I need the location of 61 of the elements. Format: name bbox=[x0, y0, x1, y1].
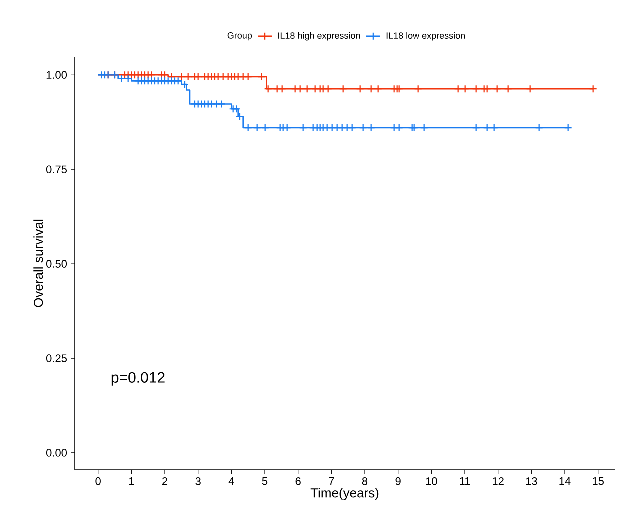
point bbox=[232, 105, 241, 114]
x-tick-label: 13 bbox=[526, 478, 538, 486]
point bbox=[374, 85, 382, 94]
point bbox=[296, 85, 304, 94]
point bbox=[218, 100, 226, 108]
x-tick-label: 7 bbox=[329, 478, 334, 486]
x-tick-label: 3 bbox=[196, 478, 201, 486]
y-axis-title: Overall survival bbox=[34, 220, 44, 308]
x-tick-label: 14 bbox=[560, 478, 571, 486]
x-tick-label: 4 bbox=[228, 478, 234, 486]
annotation: p=0.012 bbox=[112, 372, 165, 386]
x-tick-label: 10 bbox=[426, 478, 438, 486]
x-tick-label: 9 bbox=[396, 478, 401, 486]
point bbox=[454, 85, 462, 94]
legend-label: IL18 low expression bbox=[386, 32, 465, 41]
x-tick-label: 11 bbox=[460, 478, 470, 486]
point bbox=[493, 85, 502, 94]
x-tick-label: 12 bbox=[493, 478, 504, 486]
point bbox=[356, 85, 364, 94]
x-tick-label: 1 bbox=[129, 478, 134, 486]
point bbox=[303, 85, 312, 94]
point bbox=[414, 85, 422, 94]
point bbox=[244, 72, 252, 82]
point bbox=[472, 85, 480, 94]
point bbox=[273, 85, 282, 94]
point bbox=[367, 85, 376, 94]
legend-label: IL18 high expression bbox=[278, 32, 360, 41]
point bbox=[180, 80, 190, 89]
point bbox=[526, 85, 534, 94]
y-tick-label: 0.00 bbox=[46, 449, 68, 457]
y-tick-label: 0.25 bbox=[46, 354, 67, 362]
x-tick-label: 6 bbox=[296, 478, 301, 486]
point bbox=[212, 100, 221, 108]
point bbox=[311, 85, 320, 94]
point bbox=[278, 85, 286, 94]
point bbox=[291, 85, 300, 94]
point bbox=[219, 72, 228, 82]
point bbox=[124, 74, 132, 83]
x-tick-label: 15 bbox=[593, 478, 604, 486]
x-axis-title: Time(years) bbox=[310, 488, 379, 500]
point bbox=[564, 124, 572, 132]
point bbox=[118, 74, 126, 83]
legend-title: Group bbox=[228, 32, 252, 41]
x-tick-label: 0 bbox=[96, 478, 101, 486]
y-tick-label: 1.00 bbox=[46, 71, 68, 80]
y-tick-label: 0.50 bbox=[46, 260, 68, 268]
y-tick-label: 0.75 bbox=[46, 166, 67, 174]
point bbox=[589, 85, 598, 94]
x-tick-label: 8 bbox=[362, 478, 368, 486]
point bbox=[178, 72, 186, 82]
point bbox=[184, 72, 192, 82]
point bbox=[339, 85, 348, 94]
point bbox=[461, 85, 470, 94]
x-tick-label: 2 bbox=[162, 478, 168, 486]
point bbox=[258, 72, 266, 82]
point bbox=[324, 85, 332, 94]
point bbox=[504, 85, 512, 94]
point bbox=[148, 71, 156, 80]
point bbox=[239, 72, 248, 82]
x-tick-label: 5 bbox=[262, 478, 268, 486]
point bbox=[264, 85, 272, 94]
